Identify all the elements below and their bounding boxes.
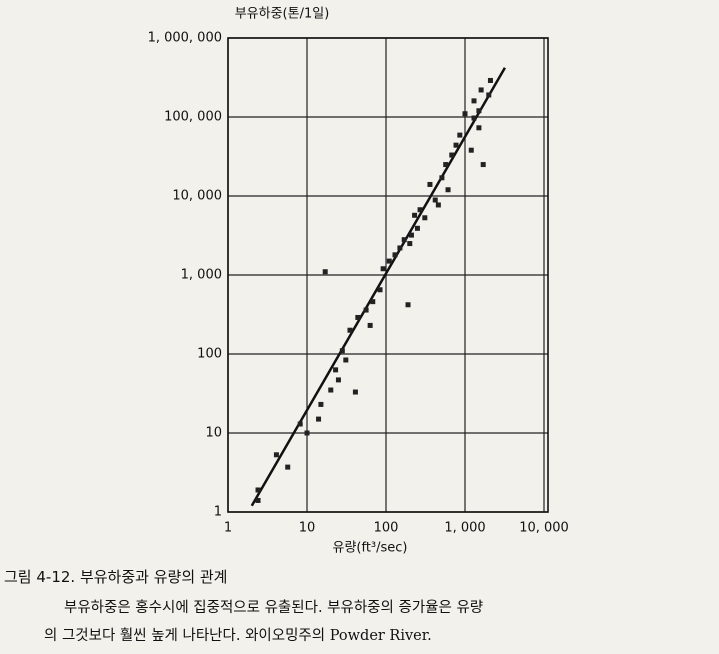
data-point — [273, 452, 279, 458]
data-point — [476, 108, 482, 114]
data-point — [449, 152, 455, 158]
x-tick-label: 1, 000 — [444, 521, 485, 536]
data-point — [427, 181, 433, 187]
data-point — [422, 215, 428, 221]
data-point — [343, 357, 349, 363]
x-tick-label: 10 — [299, 521, 316, 536]
data-point — [333, 367, 339, 373]
data-point — [407, 241, 413, 247]
data-point — [304, 430, 310, 436]
data-point — [471, 115, 477, 121]
y-axis-label: 부유하중(톤/1일) — [235, 7, 330, 22]
data-point — [316, 416, 322, 422]
y-tick-label: 1, 000, 000 — [148, 31, 222, 46]
chart: 부유하중(톤/1일) 유량(ft³/sec) 1 10 100 1, 000 10, 0… — [148, 7, 569, 556]
data-point — [417, 207, 423, 213]
data-point — [367, 322, 373, 328]
data-point — [445, 187, 451, 193]
data-point — [328, 387, 334, 393]
data-point — [363, 307, 369, 313]
data-point — [457, 132, 463, 138]
fit-line — [250, 67, 506, 507]
caption-line: 의 그것보다 훨씬 높게 나타난다. 와이오밍주의 Powder River. — [44, 628, 432, 644]
data-point — [392, 252, 398, 258]
plot-frame — [227, 37, 549, 513]
figure-caption: 그림 4-12. 부유하중과 유량의 관계 — [4, 568, 228, 586]
x-tick-label: 100 — [374, 521, 399, 536]
data-point — [439, 175, 445, 181]
x-tick-label: 10, 000 — [519, 521, 569, 536]
data-point — [462, 111, 468, 117]
data-point — [352, 389, 358, 395]
data-point — [405, 302, 411, 308]
x-axis-label: 유량(ft³/sec) — [332, 541, 407, 556]
data-point — [453, 142, 459, 148]
y-tick-label: 100 — [197, 347, 222, 362]
data-point — [401, 237, 407, 243]
data-point — [255, 487, 261, 493]
y-tick-label: 1 — [214, 505, 222, 520]
data-point — [322, 269, 328, 275]
x-tick-label: 1 — [224, 521, 232, 536]
data-point — [255, 497, 261, 503]
data-point — [468, 147, 474, 153]
data-point — [412, 212, 418, 218]
data-point — [432, 197, 438, 203]
data-point — [414, 225, 420, 231]
data-point — [380, 266, 386, 272]
data-point — [487, 77, 493, 83]
data-point — [386, 258, 392, 264]
y-tick-label: 100, 000 — [164, 110, 222, 125]
data-point — [476, 125, 482, 131]
data-point — [318, 401, 324, 407]
data-point — [486, 92, 492, 98]
data-point — [397, 245, 403, 251]
data-point — [443, 162, 449, 168]
data-point — [370, 299, 376, 305]
data-point — [478, 87, 484, 93]
data-point — [355, 314, 361, 320]
data-point — [335, 377, 341, 383]
y-tick-label: 1, 000 — [181, 268, 222, 283]
caption-line: 부유하중은 홍수시에 집중적으로 유출된다. 부유하중의 증가율은 유량 — [64, 600, 484, 616]
data-point — [471, 98, 477, 104]
data-point — [339, 348, 345, 354]
data-point — [297, 421, 303, 427]
data-point — [435, 202, 441, 208]
data-point — [408, 232, 414, 238]
y-tick-label: 10, 000 — [172, 189, 222, 204]
data-point — [347, 327, 353, 333]
y-tick-label: 10 — [205, 426, 222, 441]
data-point — [480, 162, 486, 168]
data-point — [377, 287, 383, 293]
data-point — [285, 464, 291, 470]
